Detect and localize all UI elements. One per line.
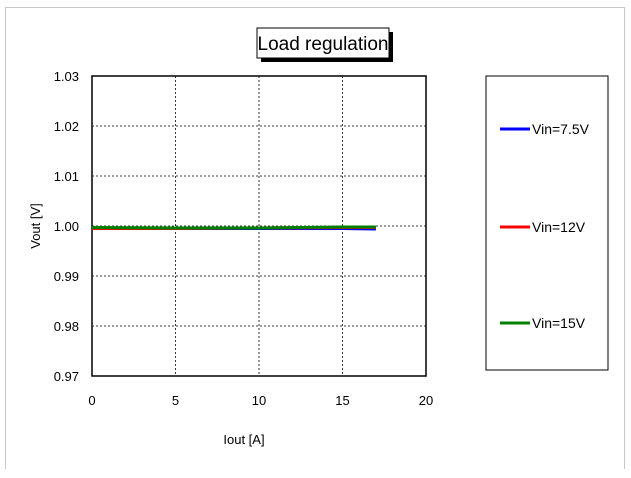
series-line-2 bbox=[91, 225, 376, 230]
x-axis-label: Iout [A] bbox=[223, 432, 264, 447]
x-tick-label: 0 bbox=[88, 393, 95, 408]
y-axis-label: Vout [V] bbox=[28, 203, 43, 249]
y-tick-label: 0.97 bbox=[54, 369, 79, 384]
legend-label-2: Vin=15V bbox=[532, 315, 586, 331]
x-tick-label: 10 bbox=[252, 393, 266, 408]
y-tick-label: 0.98 bbox=[54, 319, 79, 334]
y-tick-label: 1.00 bbox=[54, 219, 79, 234]
legend-label-1: Vin=12V bbox=[532, 219, 586, 235]
x-tick-label: 5 bbox=[172, 393, 179, 408]
chart-frame bbox=[5, 7, 625, 469]
y-tick-labels: 0.97 0.98 0.99 1.00 1.01 1.02 1.03 bbox=[54, 69, 79, 384]
title-box bbox=[256, 27, 390, 59]
y-tick-label: 1.01 bbox=[54, 169, 79, 184]
legend-label-0: Vin=7.5V bbox=[532, 121, 590, 137]
legend-box bbox=[485, 75, 609, 371]
y-tick-label: 1.02 bbox=[54, 119, 79, 134]
chart-title: Load regulation bbox=[258, 34, 389, 55]
x-tick-label: 15 bbox=[335, 393, 349, 408]
y-tick-label: 1.03 bbox=[54, 69, 79, 84]
legend: Vin=7.5V Vin=12V Vin=15V bbox=[500, 121, 590, 331]
y-tick-label: 0.99 bbox=[54, 269, 79, 284]
series-layer bbox=[91, 225, 376, 231]
x-tick-labels: 0 5 10 15 20 bbox=[88, 393, 433, 408]
x-tick-label: 20 bbox=[419, 393, 433, 408]
